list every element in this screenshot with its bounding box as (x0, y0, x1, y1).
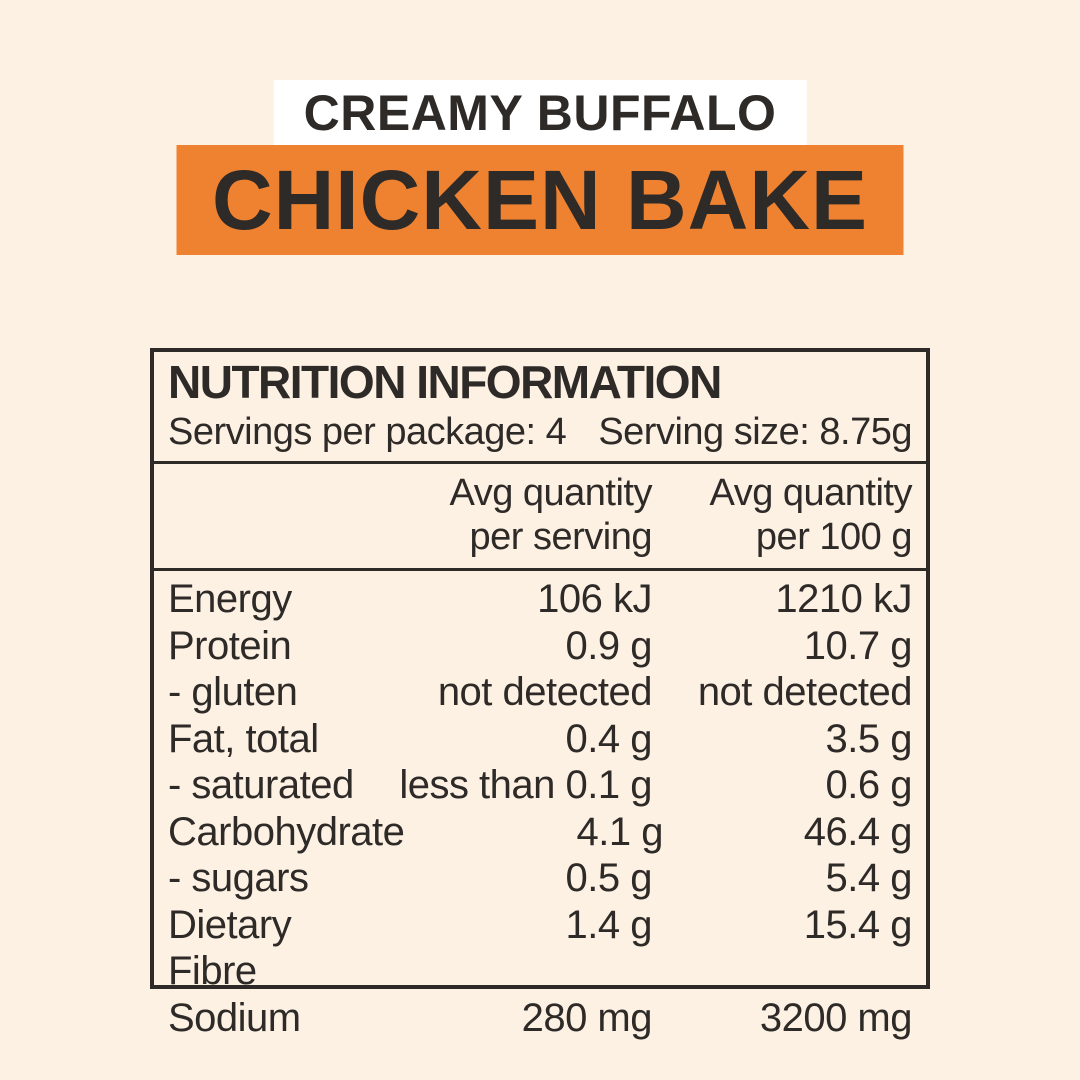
column-header-per-serving: Avg quantity per serving (382, 471, 653, 559)
value-per-100g: 3200 mg (759, 995, 913, 1040)
value-per-100g: 46.4 g (803, 809, 913, 854)
value-per-serving: less than 0.1 g (399, 763, 652, 808)
value-per-serving: 1.4 g (565, 902, 653, 947)
nutrient-name: - saturated (168, 763, 354, 808)
value-per-serving: 280 mg (521, 995, 653, 1040)
value-per-100g: 5.4 g (825, 856, 913, 901)
nutrient-name: - gluten (168, 670, 298, 715)
table-header-section: NUTRITION INFORMATION Servings per packa… (154, 352, 926, 465)
nutrition-table-row: - gluten not detected not detected (168, 669, 913, 716)
table-body: Energy 106 kJ 1210 kJ Protein 0.9 g 10.7… (154, 571, 926, 1041)
nutrition-table-row: Energy 106 kJ 1210 kJ (168, 576, 913, 623)
nutrition-table-heading: NUTRITION INFORMATION (168, 356, 722, 408)
value-per-100g: 1210 kJ (775, 577, 912, 622)
nutrition-table-row: Fat, total 0.4 g 3.5 g (168, 716, 913, 763)
nutrition-information-panel: NUTRITION INFORMATION Servings per packa… (150, 348, 930, 1040)
nutrition-table-row: - saturated less than 0.1 g 0.6 g (168, 762, 913, 809)
servings-per-package: Servings per package: 4 (168, 410, 567, 453)
value-per-100g: 3.5 g (825, 716, 913, 761)
value-per-100g: 15.4 g (803, 902, 913, 947)
value-per-serving: 4.1 g (576, 809, 664, 854)
nutrient-name: Dietary Fibre (168, 902, 292, 994)
servings-row: Servings per package: 4 Serving size: 8.… (168, 411, 912, 454)
nutrient-name: Fat, total (168, 716, 319, 761)
nutrition-table-row: Dietary Fibre 1.4 g 15.4 g (168, 902, 913, 995)
nutrition-table-row: Carbohydrate 4.1 g 46.4 g (168, 809, 913, 856)
product-title-line2-band: CHICKEN BAKE (176, 145, 904, 255)
nutrient-name: - sugars (168, 856, 309, 901)
serving-size: Serving size: 8.75g (598, 410, 912, 453)
column-header-per-100g-line1: Avg quantity (709, 472, 913, 515)
column-header-per-100g: Avg quantity per 100 g (652, 471, 913, 559)
value-per-100g: not detected (697, 670, 913, 715)
nutrient-name: Sodium (168, 995, 301, 1040)
column-header-per-100g-line2: per 100 g (755, 516, 913, 559)
nutrient-name: Carbohydrate (168, 809, 405, 854)
nutrition-table-row: Sodium 280 mg 3200 mg (168, 995, 913, 1042)
product-title-line1: CREAMY BUFFALO (303, 84, 777, 141)
value-per-serving: not detected (437, 670, 653, 715)
column-header-per-serving-line1: Avg quantity (449, 472, 653, 515)
value-per-serving: 0.5 g (565, 856, 653, 901)
nutrient-name: Protein (168, 623, 292, 668)
value-per-100g: 10.7 g (803, 623, 913, 668)
value-per-serving: 0.4 g (565, 716, 653, 761)
value-per-serving: 0.9 g (565, 623, 653, 668)
value-per-serving: 106 kJ (537, 577, 652, 622)
product-title-line1-band: CREAMY BUFFALO (273, 80, 807, 145)
nutrition-table-row: - sugars 0.5 g 5.4 g (168, 855, 913, 902)
nutrient-name: Energy (168, 577, 292, 622)
product-title-line2: CHICKEN BAKE (211, 152, 869, 247)
column-header-per-serving-line2: per serving (469, 516, 653, 559)
column-headers-section: Avg quantity per serving Avg quantity pe… (154, 464, 926, 572)
value-per-100g: 0.6 g (825, 763, 913, 808)
nutrition-table-row: Protein 0.9 g 10.7 g (168, 623, 913, 670)
